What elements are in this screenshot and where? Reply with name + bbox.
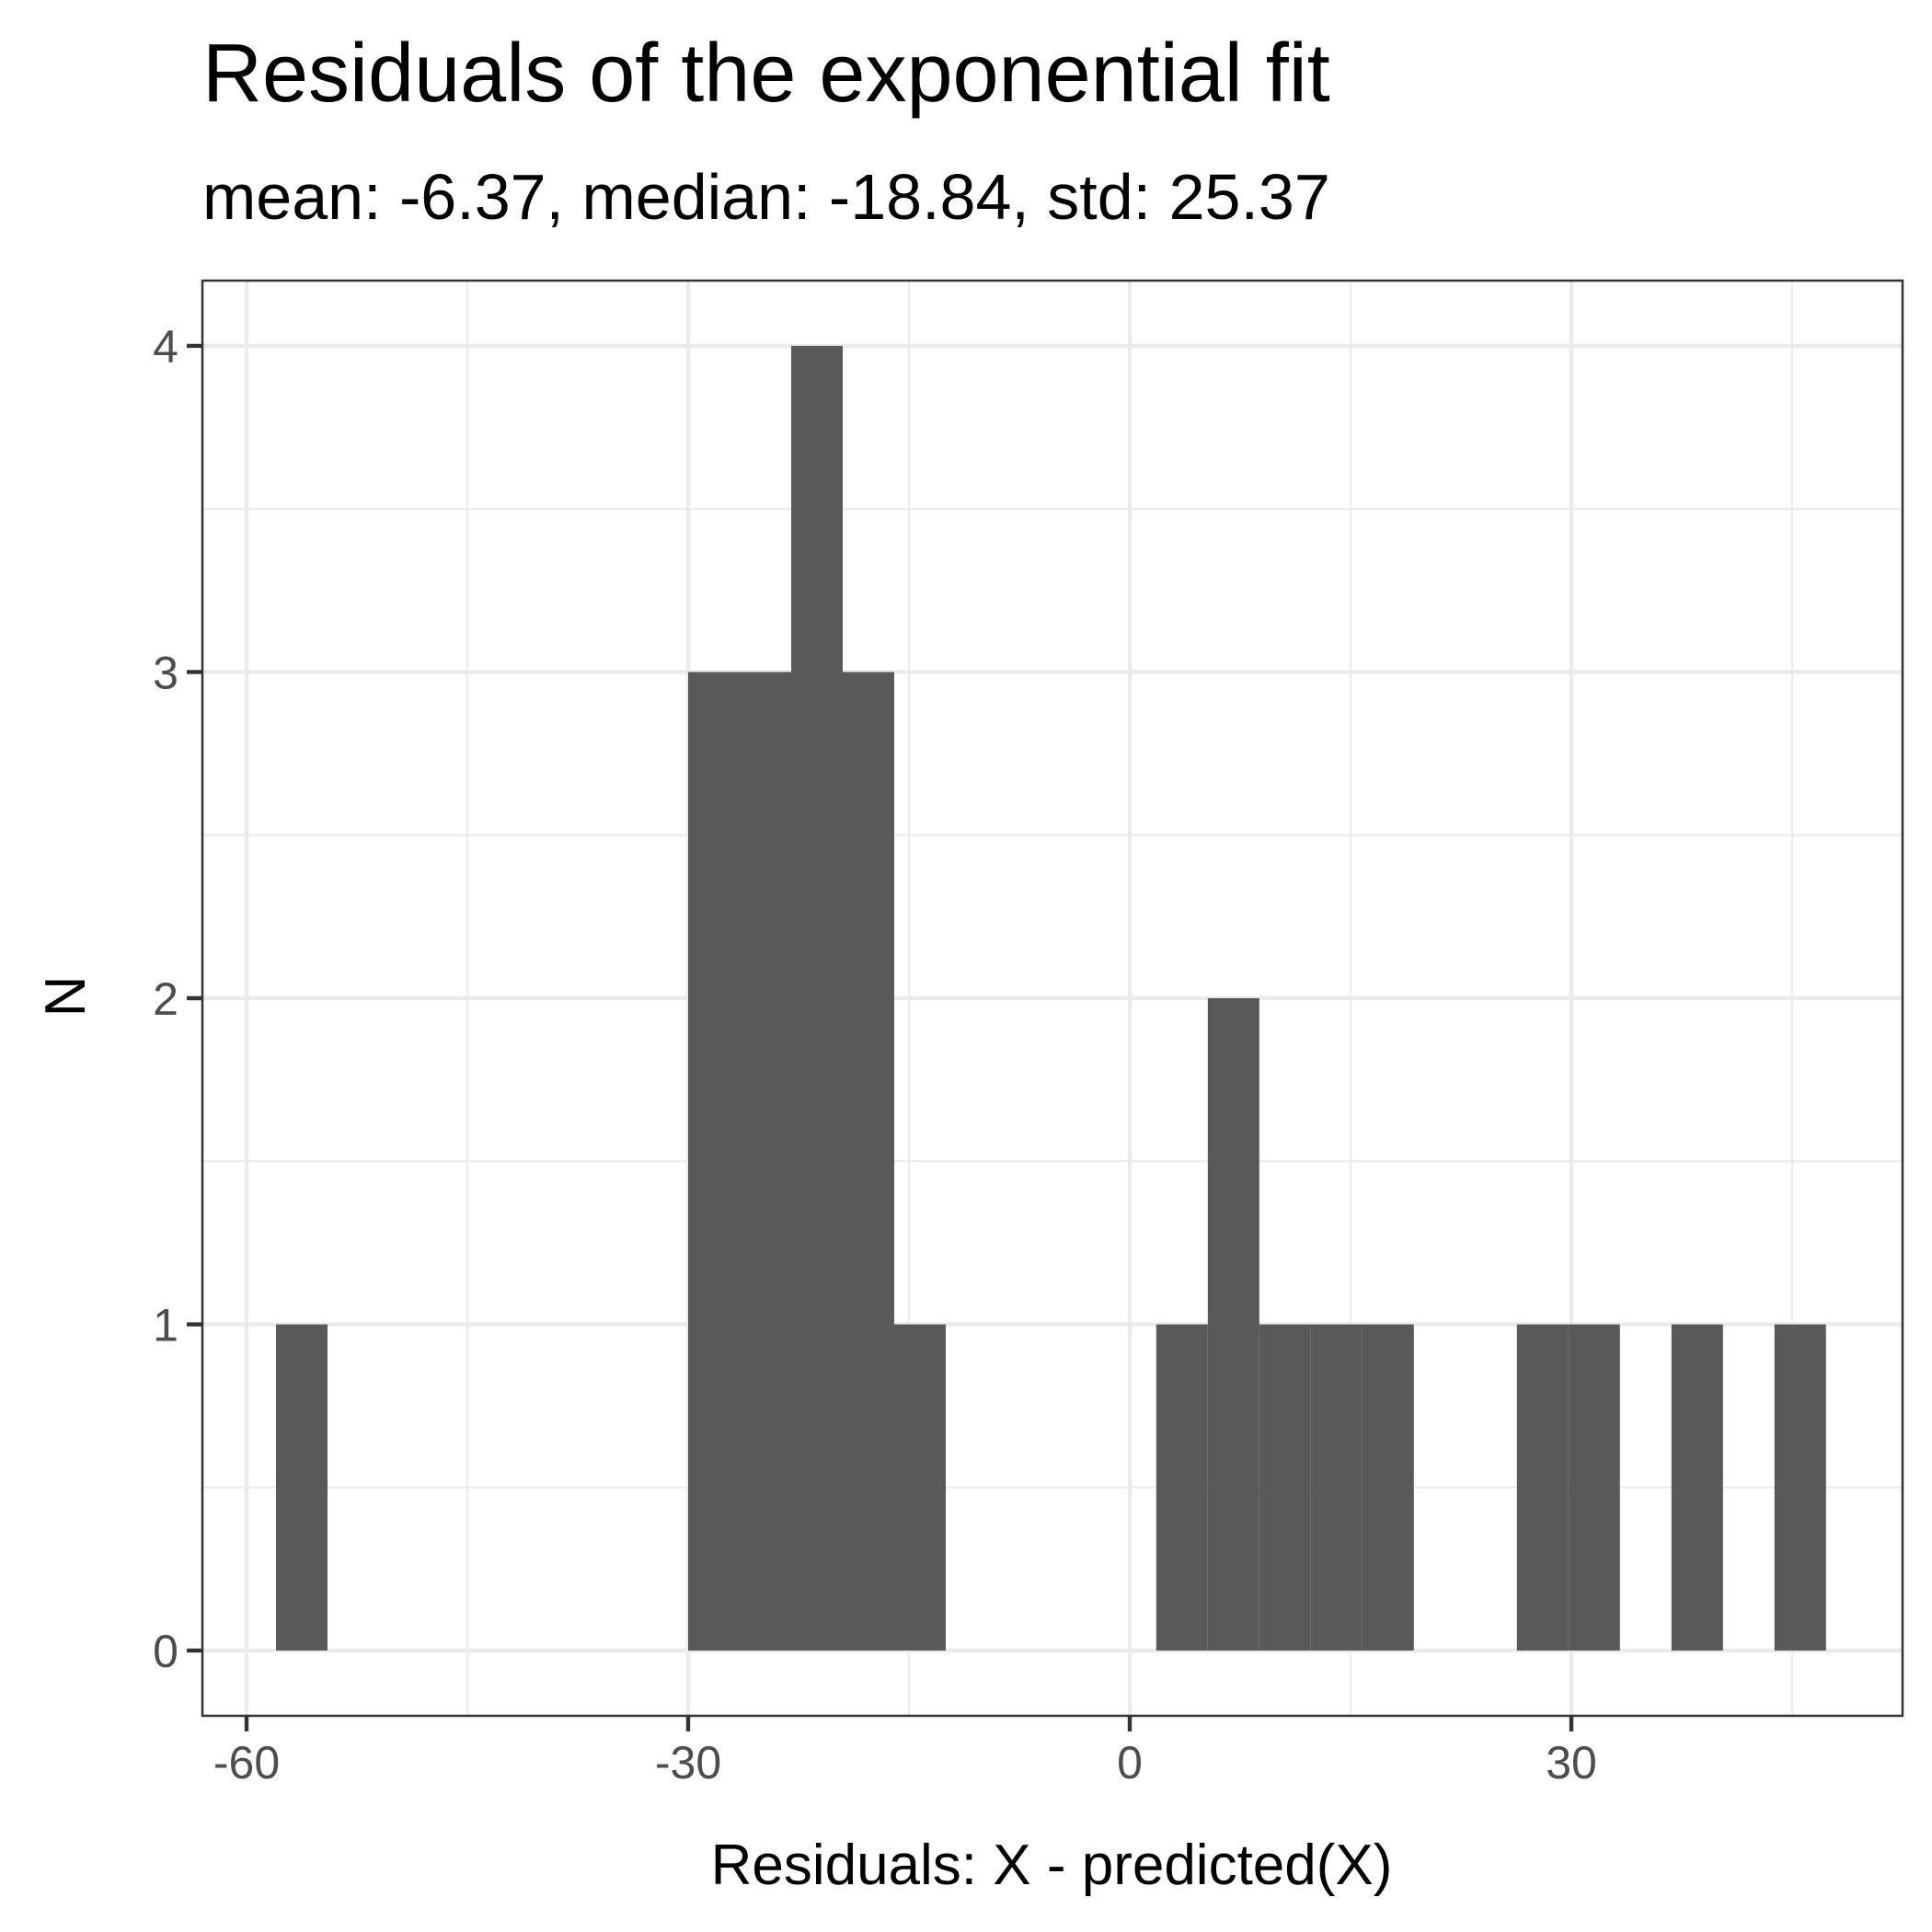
y-tick-label: 2: [153, 973, 178, 1025]
x-tick-label: 0: [1117, 1737, 1143, 1788]
histogram-bar: [1671, 1324, 1723, 1651]
histogram-bar: [1259, 1324, 1311, 1651]
plot-area: -60 -30 0 30 0 1 2 3 4: [153, 279, 1904, 1788]
chart-title: Residuals of the exponential fit: [202, 28, 1330, 120]
histogram-bar: [894, 1324, 946, 1651]
histogram-bar: [1207, 998, 1259, 1651]
y-axis-title: N: [34, 976, 98, 1018]
histogram-bar: [1362, 1324, 1414, 1651]
y-tick-label: 4: [153, 321, 178, 373]
histogram-bar: [276, 1324, 328, 1651]
histogram-bar: [1516, 1324, 1569, 1651]
histogram-bar: [1774, 1324, 1826, 1651]
x-tick-label: 30: [1546, 1737, 1597, 1788]
y-tick-label: 1: [153, 1300, 178, 1351]
chart-subtitle: mean: -6.37, median: -18.84, std: 25.37: [202, 161, 1330, 233]
x-tick-label: -60: [213, 1737, 280, 1788]
histogram-bar: [1310, 1324, 1363, 1651]
x-axis-title: Residuals: X - predicted(X): [711, 1834, 1393, 1897]
histogram-bar: [688, 672, 740, 1651]
histogram-bar: [1568, 1324, 1620, 1651]
x-tick-label: -30: [655, 1737, 721, 1788]
y-tick-label: 0: [153, 1626, 178, 1677]
histogram-bar: [1156, 1324, 1208, 1651]
histogram-bar: [843, 672, 894, 1651]
histogram-bar: [791, 345, 843, 1651]
histogram-bar: [740, 672, 791, 1651]
y-tick-label: 3: [153, 647, 178, 698]
